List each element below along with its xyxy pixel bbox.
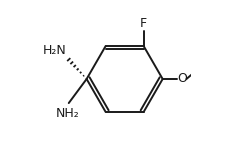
- Text: F: F: [140, 17, 146, 30]
- Text: H₂N: H₂N: [43, 44, 67, 57]
- Text: O: O: [177, 73, 187, 85]
- Text: NH₂: NH₂: [56, 107, 79, 120]
